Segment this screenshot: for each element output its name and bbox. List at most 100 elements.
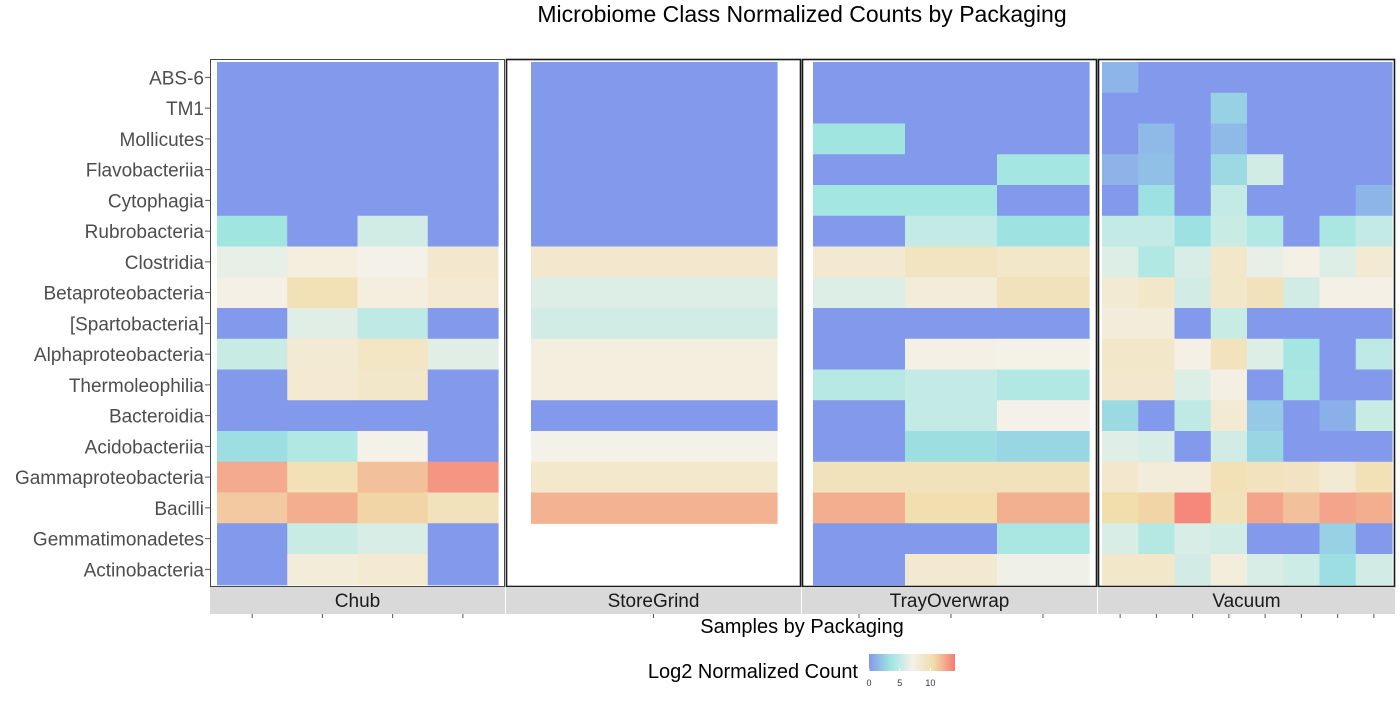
heatmap-cell	[357, 369, 429, 401]
heatmap-cell	[1210, 123, 1248, 155]
heatmap-cell	[1210, 431, 1248, 463]
heatmap-cell	[905, 308, 998, 340]
heatmap-cell	[1355, 308, 1393, 340]
heatmap-cell	[813, 492, 906, 524]
heatmap-cell	[1102, 215, 1139, 248]
heatmap-cell	[813, 92, 906, 125]
heatmap-panels: Chub StoreGrind TrayOverwrap Vacuum	[210, 58, 1396, 618]
heatmap-cell	[217, 185, 288, 217]
row-label: Bacteroidia	[109, 407, 204, 428]
heatmap-cell	[813, 123, 906, 155]
heatmap-cell	[357, 492, 429, 524]
heatmap-cell	[1355, 215, 1393, 248]
heatmap-cell	[1283, 492, 1321, 524]
heatmap-cell	[357, 277, 429, 309]
heatmap-cell	[1247, 123, 1284, 155]
heatmap-cell	[217, 62, 288, 94]
heatmap-cell	[357, 246, 429, 278]
heatmap-cell	[997, 369, 1090, 401]
legend: Log2 Normalized Count 0 5 10	[648, 654, 955, 688]
legend-tick-label: 0	[866, 678, 871, 688]
heatmap-cell	[905, 246, 998, 278]
heatmap-cell	[1319, 369, 1357, 401]
facet-label: Chub	[335, 591, 380, 612]
heatmap-cell	[1283, 215, 1321, 248]
heatmap-cell	[357, 308, 429, 340]
heatmap-cell	[1210, 492, 1248, 524]
heatmap-cell	[1138, 308, 1176, 340]
row-label: Mollicutes	[120, 130, 204, 151]
heatmap-cell	[531, 400, 778, 432]
heatmap-cell	[905, 338, 998, 371]
heatmap-cell	[287, 308, 359, 340]
heatmap-cell	[1355, 369, 1393, 401]
heatmap-cell	[427, 185, 499, 217]
heatmap-cell	[427, 400, 499, 432]
heatmap-cell	[287, 461, 359, 494]
heatmap-cell	[1210, 154, 1248, 186]
heatmap-cell	[1102, 554, 1139, 586]
heatmap-cell	[1283, 92, 1321, 125]
heatmap-cell	[1174, 554, 1212, 586]
heatmap-cell	[287, 554, 359, 586]
heatmap-cell	[427, 246, 499, 278]
heatmap-cell	[357, 62, 429, 94]
heatmap-cell	[1319, 523, 1357, 555]
heatmap-cell	[997, 554, 1090, 586]
heatmap-cell	[1247, 154, 1284, 186]
facet-strip	[1098, 587, 1395, 614]
heatmap-cell	[1138, 523, 1176, 555]
heatmap-cell	[1319, 92, 1357, 125]
heatmap-cell	[1174, 246, 1212, 278]
heatmap-cell	[1283, 154, 1321, 186]
heatmap-cell	[1319, 492, 1357, 524]
legend-title: Log2 Normalized Count	[648, 661, 859, 683]
heatmap-cell	[1319, 154, 1357, 186]
heatmap-cell	[357, 123, 429, 155]
heatmap-cell	[1102, 123, 1139, 155]
facet-strip	[802, 587, 1097, 614]
heatmap-cell	[1174, 431, 1212, 463]
heatmap-cell	[1355, 62, 1393, 94]
heatmap-cell	[1174, 523, 1212, 555]
heatmap-cell	[1174, 277, 1212, 309]
heatmap-cell	[357, 92, 429, 125]
row-label: Alphaproteobacteria	[34, 345, 204, 366]
heatmap-cell	[427, 215, 499, 248]
heatmap-cell	[287, 92, 359, 125]
heatmap-cell	[1138, 461, 1176, 494]
heatmap-cell	[1283, 308, 1321, 340]
heatmap-cell	[427, 338, 499, 371]
heatmap-cell	[997, 338, 1090, 371]
panel-chub: Chub	[210, 59, 505, 618]
heatmap-cell	[1102, 400, 1139, 432]
heatmap-cell	[1102, 308, 1139, 340]
heatmap-cell	[217, 123, 288, 155]
heatmap-cell	[905, 277, 998, 309]
heatmap-cell	[905, 215, 998, 248]
row-label: Gemmatimonadetes	[33, 530, 204, 551]
heatmap-cell	[1283, 461, 1321, 494]
heatmap-cell	[357, 554, 429, 586]
heatmap-cell	[357, 523, 429, 555]
heatmap-cell	[1283, 246, 1321, 278]
heatmap-cell	[357, 185, 429, 217]
heatmap-cell	[1319, 431, 1357, 463]
heatmap-cell	[217, 400, 288, 432]
heatmap-cell	[531, 277, 778, 309]
heatmap-cell	[1355, 246, 1393, 278]
heatmap-cell	[217, 308, 288, 340]
heatmap-cell	[1102, 369, 1139, 401]
row-label: Flavobacteriia	[86, 161, 205, 182]
heatmap-cell	[427, 277, 499, 309]
heatmap-cell	[1247, 461, 1284, 494]
heatmap-cell	[531, 154, 778, 186]
heatmap-cell	[531, 461, 778, 494]
heatmap-cell	[997, 492, 1090, 524]
heatmap-cell	[427, 431, 499, 463]
heatmap-cell	[427, 154, 499, 186]
heatmap-cell	[813, 338, 906, 371]
heatmap-cell	[1210, 369, 1248, 401]
heatmap-cell	[217, 461, 288, 494]
